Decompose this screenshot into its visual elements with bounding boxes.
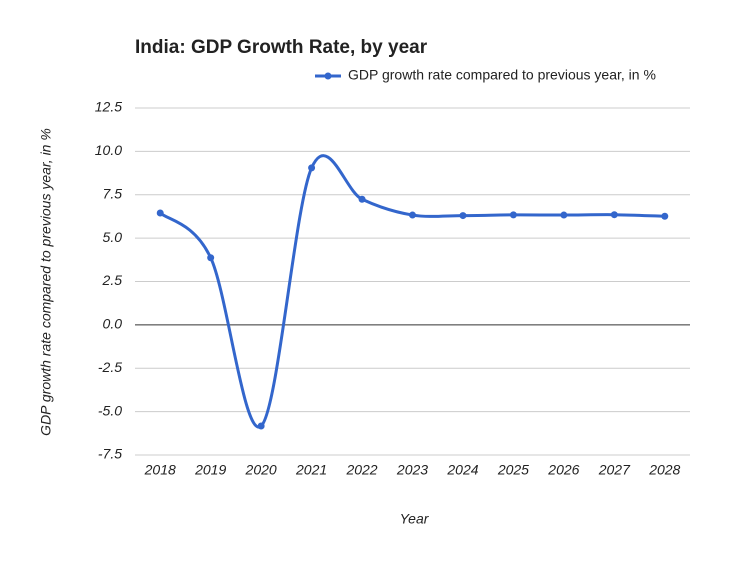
y-tick-label: 0.0 [103,316,123,332]
data-point [156,209,164,217]
data-point [358,195,366,203]
data-point [207,254,215,262]
x-tick-label: 2028 [648,462,680,478]
data-point [560,211,568,219]
y-tick-label: 5.0 [103,229,123,245]
legend-marker [324,72,332,80]
series-line [159,154,665,429]
data-point [409,211,416,219]
data-point [308,164,316,172]
y-tick-label: 12.5 [95,99,122,115]
x-tick-label: 2022 [345,462,377,478]
data-point [661,212,669,220]
x-tick-label: 2026 [547,462,579,478]
x-tick-label: 2018 [144,462,176,478]
y-tick-label: -7.5 [98,446,122,462]
y-tick-label: -2.5 [98,359,122,375]
y-tick-label: 10.0 [95,142,122,158]
data-point [257,422,265,430]
x-tick-label: 2020 [245,462,277,478]
data-point [509,211,517,219]
data-point [459,212,467,220]
chart-title: India: GDP Growth Rate, by year [135,37,428,58]
x-tick-label: 2019 [194,462,226,478]
x-tick-label: 2025 [497,462,529,478]
x-tick-label: 2027 [598,462,631,478]
x-tick-label: 2023 [396,462,428,478]
data-point [610,211,618,219]
y-tick-label: -5.0 [98,402,122,418]
x-tick-label: 2024 [446,462,478,478]
y-axis-title: GDP growth rate compared to previous yea… [38,128,54,436]
x-axis-title: Year [400,511,430,527]
x-tick-label: 2021 [295,462,327,478]
legend-label: GDP growth rate compared to previous yea… [348,67,656,83]
y-tick-label: 2.5 [102,272,123,288]
y-tick-label: 7.5 [103,185,123,201]
